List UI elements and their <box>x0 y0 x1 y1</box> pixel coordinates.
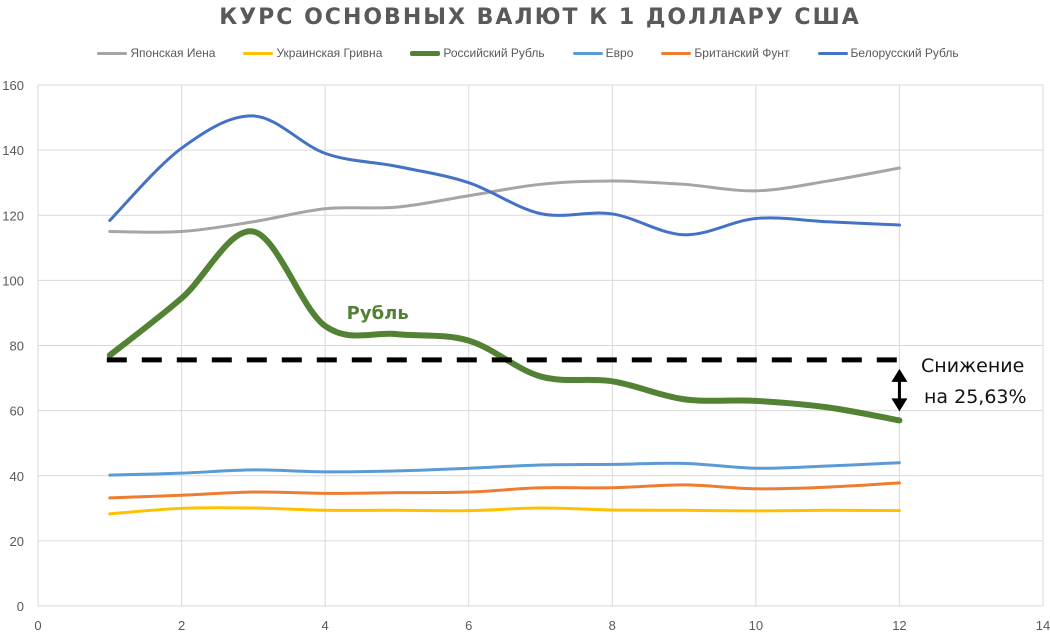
series-line <box>108 114 901 237</box>
legend-item-byn: Белорусский Рубль <box>812 46 959 60</box>
double-arrow-icon <box>891 368 908 412</box>
series-line <box>108 461 901 477</box>
x-tick-label: 10 <box>749 618 763 633</box>
y-tick-label: 0 <box>17 599 24 614</box>
x-tick-label: 4 <box>322 618 329 633</box>
legend-swatch-gbp <box>661 51 692 55</box>
y-tick-label: 140 <box>2 143 24 158</box>
legend-item-rub: Российский Рубль <box>404 46 545 60</box>
legend-swatch-rub <box>410 50 441 56</box>
chart-legend: Японская Иена Украинская Гривна Российск… <box>0 46 1050 60</box>
y-tick-label: 40 <box>10 469 24 484</box>
legend-label: Японская Иена <box>130 46 216 60</box>
legend-swatch-uah <box>243 51 274 55</box>
chart-title: КУРС ОСНОВНЫХ ВАЛЮТ К 1 ДОЛЛАРУ США <box>219 5 861 30</box>
legend-swatch-jpy <box>97 51 128 55</box>
drop-text-line2: на 25,63% <box>924 386 1027 408</box>
y-tick-label: 160 <box>2 78 24 93</box>
y-tick-label: 20 <box>10 534 24 549</box>
legend-item-gbp: Британский Фунт <box>655 46 790 60</box>
legend-label: Российский Рубль <box>443 46 545 60</box>
legend-label: Британский Фунт <box>694 46 790 60</box>
legend-label: Евро <box>605 46 634 60</box>
legend-swatch-eur <box>572 51 603 55</box>
series-line <box>108 481 901 500</box>
legend-swatch-byn <box>817 51 848 55</box>
gridlines <box>37 84 1044 607</box>
annotations: Рубль Снижение на 25,63% <box>106 303 1027 412</box>
ruble-label: Рубль <box>347 303 409 324</box>
series-lines <box>106 114 903 516</box>
legend-label: Украинская Гривна <box>276 46 383 60</box>
x-tick-label: 14 <box>1036 618 1050 633</box>
drop-text-line1: Снижение <box>921 355 1024 377</box>
legend-label: Белорусский Рубль <box>850 46 959 60</box>
axis-ticks: 0 20 40 60 80 100 120 140 160 0 2 4 6 8 10 12 14 <box>2 78 1050 633</box>
series-line <box>108 506 901 516</box>
series-line <box>108 166 901 234</box>
x-tick-label: 8 <box>609 618 616 633</box>
x-tick-label: 6 <box>465 618 472 633</box>
x-tick-label: 12 <box>892 618 906 633</box>
y-tick-label: 120 <box>2 208 24 223</box>
x-tick-label: 0 <box>34 618 41 633</box>
y-tick-label: 100 <box>2 273 24 288</box>
x-tick-label: 2 <box>178 618 185 633</box>
legend-item-eur: Евро <box>567 46 634 60</box>
y-tick-label: 80 <box>10 339 24 354</box>
y-tick-label: 60 <box>10 404 24 419</box>
legend-item-uah: Украинская Гривна <box>237 46 382 60</box>
series-line <box>106 228 903 424</box>
legend-item-jpy: Японская Иена <box>91 46 215 60</box>
